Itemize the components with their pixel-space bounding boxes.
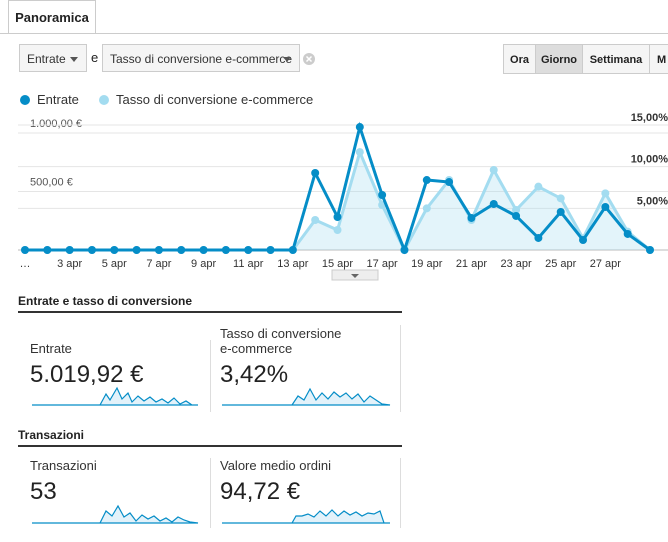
sparkline <box>222 387 391 406</box>
point <box>400 246 409 254</box>
x-tick-label: 21 apr <box>456 258 488 270</box>
point <box>177 246 186 254</box>
point <box>623 229 632 238</box>
point <box>333 226 342 234</box>
point <box>199 246 208 254</box>
divider <box>0 33 668 34</box>
collapse-icon <box>351 274 359 278</box>
y-tick-label: 500,00 € <box>30 176 73 188</box>
metric-value: 94,72 € <box>220 478 301 505</box>
x-tick-label: 7 apr <box>146 258 171 270</box>
point <box>311 216 320 224</box>
joiner: e <box>91 50 99 65</box>
legend-marker <box>20 95 30 105</box>
point <box>355 148 364 157</box>
legend-label: Entrate <box>37 92 79 107</box>
point <box>512 206 521 214</box>
sparkline <box>32 386 198 406</box>
point <box>601 189 610 198</box>
x-tick-label: 27 apr <box>590 258 622 270</box>
sparkline <box>32 504 199 524</box>
point <box>467 213 476 222</box>
y2-tick-label: 5,00% <box>637 195 668 207</box>
x-tick-label: 19 apr <box>411 258 443 270</box>
point <box>65 246 74 254</box>
metric-label: Tasso di conversione e-commerce <box>220 326 342 356</box>
chart: Entrate Tasso di conversione e-commerce 50… <box>18 92 668 281</box>
point <box>534 233 543 242</box>
granularity-button[interactable]: Giorno <box>535 44 583 74</box>
point <box>422 204 431 213</box>
point <box>579 236 588 245</box>
point <box>422 176 431 185</box>
point <box>221 246 230 254</box>
metric-value: 5.019,92 € <box>30 361 144 388</box>
divider <box>400 325 401 412</box>
x-tick-label: 13 apr <box>277 258 309 270</box>
point <box>355 123 364 132</box>
point <box>534 182 543 191</box>
section-title: Transazioni <box>18 428 402 447</box>
point <box>132 246 141 254</box>
metric-dropdown[interactable]: Tasso di conversione e-commerce <box>102 44 300 72</box>
point <box>601 202 610 211</box>
x-tick-label: 17 apr <box>367 258 399 270</box>
x-tick-label: 23 apr <box>500 258 532 270</box>
point <box>556 207 565 216</box>
x-tick-label: 3 apr <box>57 258 82 270</box>
point <box>489 200 498 209</box>
point <box>489 166 498 174</box>
divider <box>400 458 401 528</box>
sparklines <box>32 386 391 524</box>
x-tick-label: 15 apr <box>322 258 354 270</box>
granularity-button[interactable]: Settimana <box>582 44 650 74</box>
x-tick-label: … <box>20 258 31 270</box>
metric-label: Entrate <box>30 341 72 356</box>
point <box>154 246 163 254</box>
point <box>378 191 387 200</box>
point <box>445 178 454 187</box>
granularity-button[interactable]: M <box>649 44 668 74</box>
y2-tick-label: 10,00% <box>631 154 668 166</box>
point <box>556 194 565 203</box>
point <box>311 169 320 178</box>
point <box>244 246 253 254</box>
legend-marker <box>99 95 109 105</box>
point <box>646 246 654 254</box>
area <box>25 152 650 250</box>
metric-dropdown[interactable]: Entrate <box>19 44 87 72</box>
point <box>266 246 275 254</box>
x-tick-label: 9 apr <box>191 258 216 270</box>
tab[interactable]: Panoramica <box>8 0 96 34</box>
point <box>110 246 119 254</box>
divider <box>210 458 211 528</box>
y-tick-label: 1.000,00 € <box>30 118 82 130</box>
point <box>333 213 342 222</box>
point <box>43 246 52 254</box>
section-title: Entrate e tasso di conversione <box>18 294 402 313</box>
sparkline <box>222 509 390 524</box>
y2-tick-label: 15,00% <box>631 112 668 124</box>
point <box>288 246 297 254</box>
point <box>87 246 96 254</box>
metric-label: Transazioni <box>30 458 97 473</box>
legend-label: Tasso di conversione e-commerce <box>116 92 313 107</box>
metric-value: 3,42% <box>220 361 289 388</box>
point <box>21 246 29 254</box>
metric-label: Valore medio ordini <box>220 458 332 473</box>
divider <box>210 340 211 412</box>
x-tick-label: 5 apr <box>102 258 127 270</box>
point <box>512 211 521 220</box>
clear-icon[interactable] <box>302 52 316 66</box>
x-tick-label: 25 apr <box>545 258 577 270</box>
x-tick-label: 11 apr <box>233 258 264 270</box>
metric-value: 53 <box>30 478 57 505</box>
